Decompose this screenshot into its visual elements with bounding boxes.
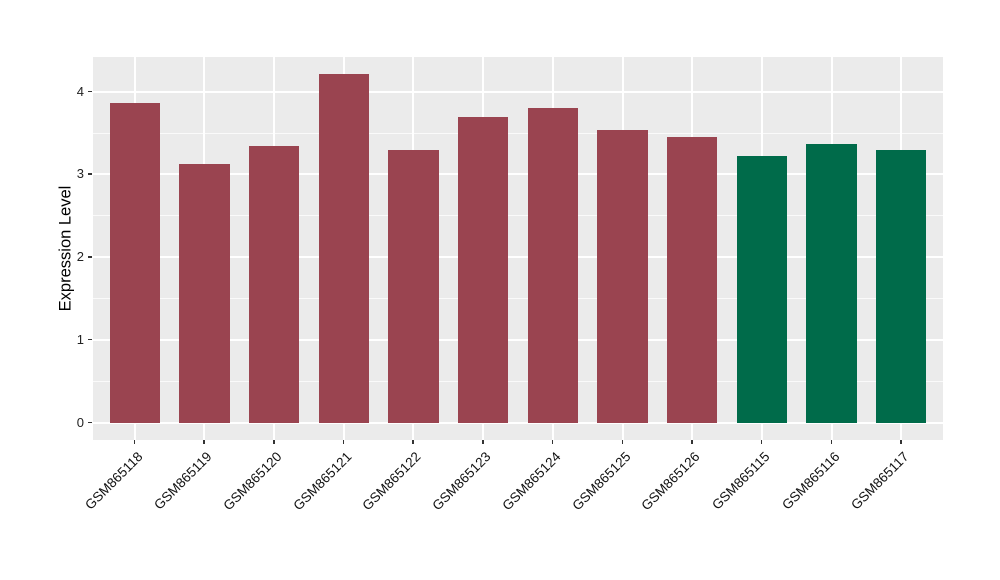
x-tick-label-GSM865123: GSM865123	[429, 449, 494, 514]
bar-GSM865116	[806, 143, 857, 423]
bar-GSM865115	[736, 156, 787, 423]
bar-GSM865121	[318, 74, 369, 423]
minor-gridline	[93, 298, 943, 300]
bar-GSM865119	[179, 163, 230, 423]
minor-gridline	[93, 132, 943, 134]
bar-GSM865117	[876, 149, 927, 423]
y-tick-label: 4	[76, 83, 84, 99]
x-tick-mark	[691, 440, 693, 444]
x-tick-label-GSM865122: GSM865122	[359, 449, 425, 514]
x-tick-label-GSM865126: GSM865126	[638, 449, 703, 514]
x-tick-mark	[412, 440, 414, 444]
bar-GSM865123	[458, 116, 509, 423]
y-tick-mark	[88, 421, 92, 424]
major-gridline	[93, 256, 943, 259]
x-tick-label-GSM865121: GSM865121	[290, 449, 355, 514]
x-tick-label-GSM865125: GSM865125	[568, 449, 634, 514]
x-tick-label-GSM865115: GSM865115	[708, 449, 773, 513]
y-tick-label: 2	[76, 249, 84, 265]
y-tick-mark	[88, 256, 92, 258]
x-tick-label-GSM865119: GSM865119	[151, 449, 216, 513]
bar-GSM865125	[597, 129, 648, 423]
bar-GSM865124	[527, 108, 578, 423]
x-tick-mark	[621, 440, 623, 444]
y-tick-label: 1	[76, 331, 84, 347]
major-gridline	[93, 421, 943, 424]
x-tick-mark	[900, 440, 902, 444]
x-tick-label-GSM865117: GSM865117	[848, 449, 912, 513]
y-tick-label: 3	[76, 166, 84, 182]
y-tick-label: 0	[76, 414, 84, 430]
x-tick-mark	[133, 440, 136, 444]
x-tick-mark	[830, 440, 833, 444]
x-tick-mark	[760, 440, 763, 444]
x-tick-mark	[482, 440, 484, 444]
bar-GSM865126	[667, 137, 718, 423]
major-gridline	[93, 338, 943, 341]
x-tick-mark	[273, 440, 275, 444]
x-tick-label-GSM865118: GSM865118	[81, 449, 146, 513]
minor-gridline	[93, 215, 943, 217]
major-gridline	[93, 173, 943, 176]
y-tick-mark	[88, 173, 92, 175]
bar-GSM865122	[388, 149, 439, 423]
x-tick-label-GSM865120: GSM865120	[220, 449, 285, 514]
minor-gridline	[93, 380, 943, 382]
x-tick-mark	[203, 440, 205, 444]
y-tick-mark	[88, 338, 92, 341]
y-tick-mark	[88, 90, 92, 93]
x-tick-label-GSM865124: GSM865124	[499, 449, 564, 514]
bar-GSM865118	[109, 103, 160, 423]
major-gridline	[93, 90, 943, 93]
x-tick-mark	[342, 440, 345, 444]
x-tick-mark	[551, 440, 554, 444]
bar-GSM865120	[249, 145, 300, 423]
plot-panel	[93, 57, 943, 440]
x-tick-label-GSM865116: GSM865116	[778, 449, 843, 513]
